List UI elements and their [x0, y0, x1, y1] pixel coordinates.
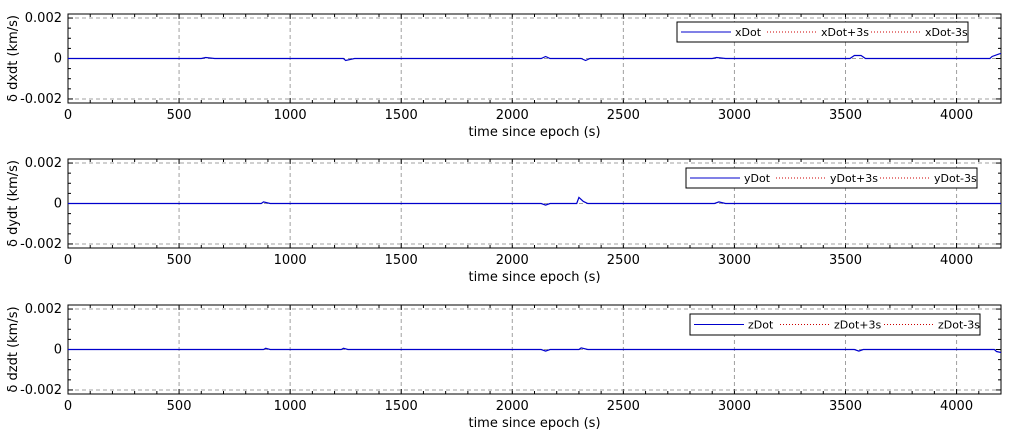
x-tick-label: 500	[167, 108, 192, 123]
x-tick-label: 0	[64, 253, 72, 268]
chart-panel-1: 0 500 1000 1500 2000 2500 3000 3500 4000-0.00200…	[6, 11, 1002, 140]
x-tick-label: 1500	[385, 253, 418, 268]
x-tick-label: 1000	[274, 253, 307, 268]
x-tick-label: 3000	[718, 253, 751, 268]
x-tick-label: 2000	[496, 399, 529, 414]
legend-label: xDot	[735, 26, 762, 39]
series-line-xdot	[68, 52, 1001, 62]
legend-label: zDot+3s	[834, 319, 882, 332]
chart-panel-2: 0 500 1000 1500 2000 2500 3000 3500 4000-0.00200…	[6, 156, 1002, 285]
x-axis-label: time since epoch (s)	[468, 125, 600, 140]
x-tick-label: 2500	[607, 399, 640, 414]
x-tick-label: 3000	[718, 399, 751, 414]
legend-label: yDot	[744, 172, 771, 185]
legend-label: xDot-3s	[925, 26, 968, 39]
x-tick-label: 2000	[496, 108, 529, 123]
legend: yDot yDot+3s yDot-3s	[685, 167, 978, 189]
legend-box	[689, 313, 981, 336]
x-tick-label: 3500	[829, 399, 862, 414]
series-line-ydot	[68, 196, 1001, 206]
x-tick-label: 500	[167, 399, 192, 414]
legend-label: xDot+3s	[821, 26, 869, 39]
y-axis-label: δ dxdt (km/s)	[6, 15, 21, 102]
x-tick-label: 2500	[607, 108, 640, 123]
series-line-zdot	[68, 347, 1001, 354]
x-tick-label: 1000	[274, 399, 307, 414]
y-tick-label: -0.002	[20, 237, 62, 252]
x-tick-label: 0	[64, 108, 72, 123]
y-tick-label: 0	[54, 343, 62, 358]
y-tick-label: 0	[54, 197, 62, 212]
x-tick-label: 2500	[607, 253, 640, 268]
x-tick-label: 1000	[274, 108, 307, 123]
legend-box	[676, 21, 969, 43]
y-tick-label: 0	[54, 52, 62, 67]
chart-panel-3: 0 500 1000 1500 2000 2500 3000 3500 4000-0.00200…	[6, 302, 1002, 431]
y-tick-label: 0.002	[25, 302, 62, 317]
x-tick-label: 1500	[385, 399, 418, 414]
x-tick-label: 1500	[385, 108, 418, 123]
legend-label: yDot+3s	[830, 172, 878, 185]
legend-label: zDot	[748, 319, 774, 332]
y-axis-label: δ dzdt (km/s)	[6, 306, 21, 392]
x-tick-label: 3500	[829, 253, 862, 268]
y-tick-label: -0.002	[20, 92, 62, 107]
x-tick-label: 2000	[496, 253, 529, 268]
y-tick-label: 0.002	[25, 156, 62, 171]
y-tick-label: 0.002	[25, 11, 62, 26]
legend-label: yDot-3s	[934, 172, 977, 185]
legend-box	[685, 167, 978, 189]
legend: xDot xDot+3s xDot-3s	[676, 21, 969, 43]
x-tick-label: 4000	[940, 399, 973, 414]
legend-label: zDot-3s	[938, 319, 980, 332]
x-axis-label: time since epoch (s)	[468, 416, 600, 431]
y-axis-label: δ dydt (km/s)	[6, 160, 21, 247]
y-tick-label: -0.002	[20, 383, 62, 398]
x-tick-label: 0	[64, 399, 72, 414]
x-tick-label: 4000	[940, 253, 973, 268]
x-tick-label: 3000	[718, 108, 751, 123]
x-tick-label: 500	[167, 253, 192, 268]
x-tick-label: 3500	[829, 108, 862, 123]
x-axis-label: time since epoch (s)	[468, 270, 600, 285]
x-tick-label: 4000	[940, 108, 973, 123]
legend: zDot zDot+3s zDot-3s	[689, 313, 981, 336]
